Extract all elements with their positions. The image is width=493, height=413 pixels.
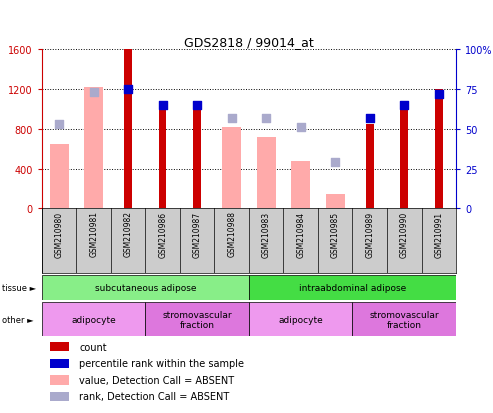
Point (366, 115, 374, 122)
Text: GSM210991: GSM210991 (434, 211, 443, 257)
Point (90, 90, 98, 96)
Text: count: count (79, 342, 107, 352)
Text: GSM210983: GSM210983 (262, 211, 271, 257)
Point (297, 125, 305, 131)
Bar (42, 303, 145, 337)
FancyBboxPatch shape (50, 359, 69, 368)
Bar (291, 161, 310, 209)
Bar (193, 109, 201, 209)
Text: GSM210982: GSM210982 (124, 211, 133, 257)
Bar (249, 275, 456, 301)
Text: GSM210985: GSM210985 (331, 211, 340, 257)
Text: percentile rank within the sample: percentile rank within the sample (79, 358, 244, 368)
Point (331, 159, 339, 166)
Point (228, 115, 236, 122)
Bar (50, 145, 69, 209)
Point (159, 102, 167, 109)
Text: stromovascular
fraction: stromovascular fraction (369, 310, 439, 329)
Text: GSM210987: GSM210987 (193, 211, 202, 257)
Text: value, Detection Call = ABSENT: value, Detection Call = ABSENT (79, 375, 234, 385)
Text: adipocyte: adipocyte (71, 315, 116, 324)
Bar (352, 303, 456, 337)
Text: stromovascular
fraction: stromovascular fraction (162, 310, 232, 329)
Point (435, 91, 443, 98)
Bar (257, 138, 276, 209)
Bar (366, 124, 374, 209)
Text: GSM210980: GSM210980 (55, 211, 64, 257)
Title: GDS2818 / 99014_at: GDS2818 / 99014_at (184, 36, 314, 49)
Text: intraabdominal adipose: intraabdominal adipose (299, 283, 406, 292)
Text: GSM210990: GSM210990 (400, 211, 409, 257)
Text: tissue ►: tissue ► (2, 283, 36, 292)
Point (55, 121, 63, 128)
FancyBboxPatch shape (50, 342, 69, 351)
Point (262, 115, 270, 122)
Text: GSM210988: GSM210988 (227, 211, 236, 257)
Bar (400, 109, 408, 209)
FancyBboxPatch shape (50, 375, 69, 385)
Text: other ►: other ► (2, 315, 34, 324)
Text: adipocyte: adipocyte (279, 315, 323, 324)
Bar (326, 194, 345, 209)
Text: GSM210989: GSM210989 (365, 211, 374, 257)
Text: GSM210984: GSM210984 (296, 211, 305, 257)
Text: GSM210986: GSM210986 (158, 211, 167, 257)
Point (124, 86, 132, 93)
Text: GSM210981: GSM210981 (89, 211, 98, 257)
Bar (249, 303, 352, 337)
Bar (222, 128, 241, 209)
Text: rank, Detection Call = ABSENT: rank, Detection Call = ABSENT (79, 392, 229, 401)
Bar (84, 88, 103, 209)
Bar (42, 275, 249, 301)
Text: subcutaneous adipose: subcutaneous adipose (95, 283, 196, 292)
Point (400, 102, 408, 109)
Bar (124, 50, 132, 209)
Bar (145, 303, 249, 337)
Bar (159, 109, 167, 209)
FancyBboxPatch shape (50, 392, 69, 401)
Point (193, 102, 201, 109)
Bar (435, 90, 443, 209)
